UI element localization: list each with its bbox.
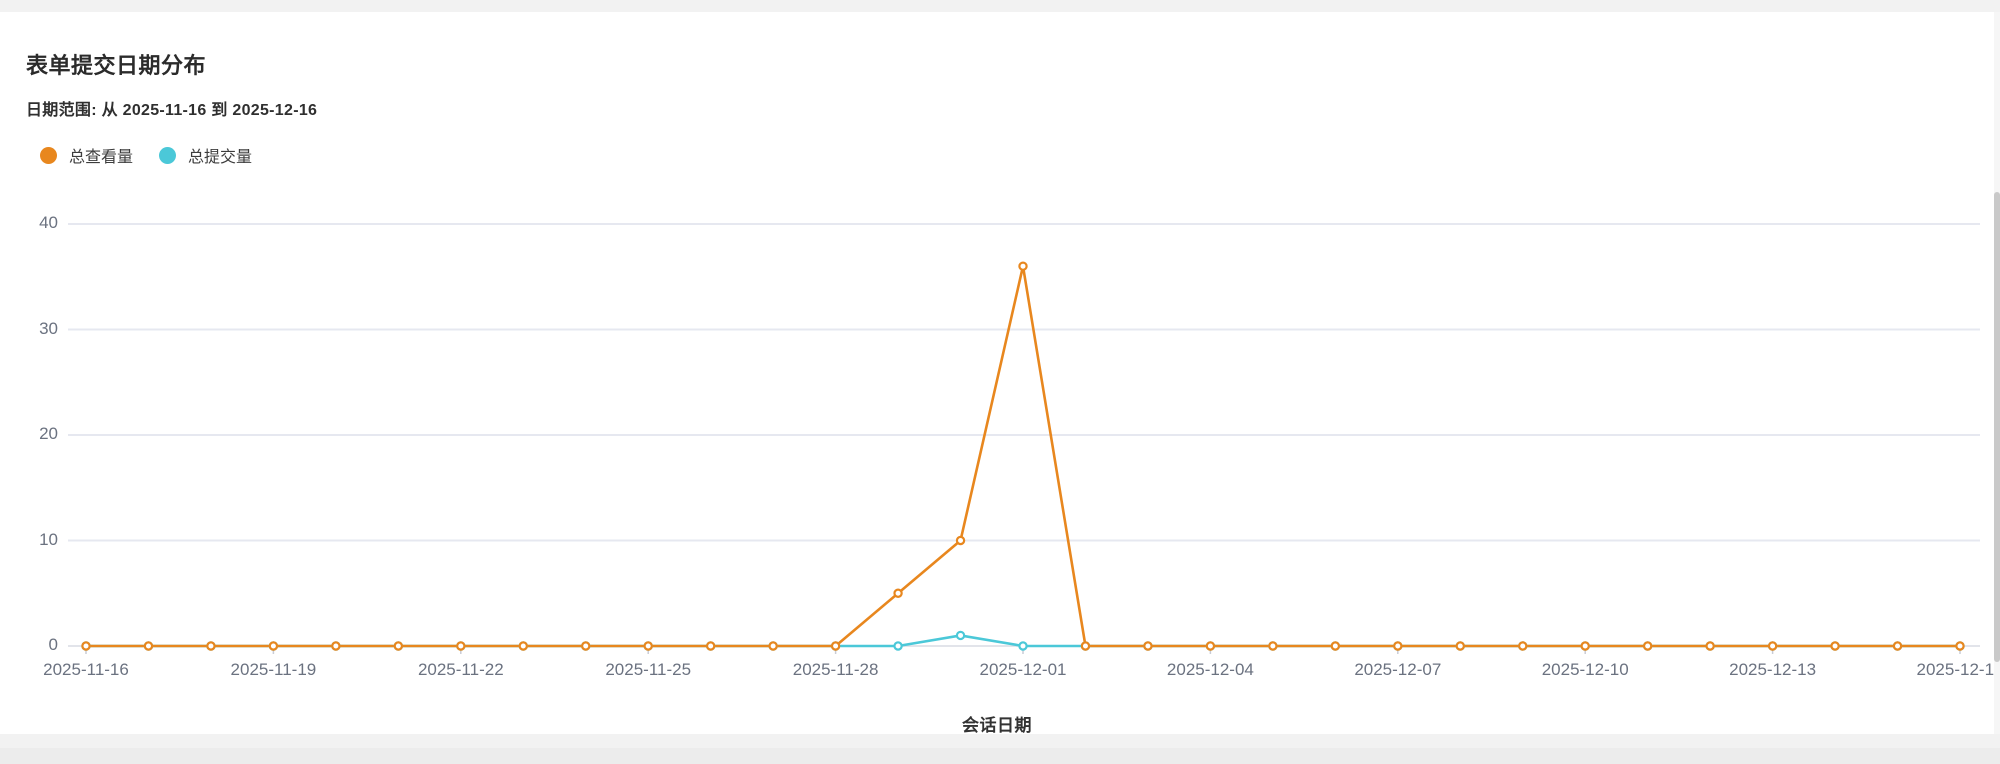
data-point-marker[interactable] <box>705 641 716 651</box>
xtick-label: 2025-11-19 <box>230 660 317 679</box>
data-point-marker[interactable] <box>1642 641 1653 651</box>
chart-card: 表单提交日期分布 日期范围: 从 2025-11-16 到 2025-12-16… <box>0 12 1994 734</box>
bottom-strip <box>0 748 2000 764</box>
data-point-marker[interactable] <box>1955 641 1965 651</box>
data-point-marker[interactable] <box>81 641 91 651</box>
legend-item-label: 总提交量 <box>188 149 253 166</box>
data-point-marker[interactable] <box>893 588 903 598</box>
xtick-label: 2025-11-25 <box>605 660 692 679</box>
data-point-marker[interactable] <box>1268 641 1278 651</box>
chart-legend: 总查看量 总提交量 <box>40 143 278 167</box>
ytick-label: 40 <box>39 213 58 232</box>
data-point-marker[interactable] <box>768 641 778 651</box>
legend-item[interactable]: 总查看量 <box>40 143 133 167</box>
data-point-marker[interactable] <box>331 641 341 651</box>
plot-area: 0 10 20 30 40 2025-11-16 2025-11-19 2025-11-22 2… <box>0 12 1994 734</box>
data-point-marker[interactable] <box>955 535 966 546</box>
legend-item-label: 总查看量 <box>69 149 134 166</box>
data-point-marker[interactable] <box>1018 641 1028 651</box>
ytick-label: 30 <box>39 318 58 338</box>
data-point-marker[interactable] <box>643 641 653 651</box>
xtick-label: 2025-12-13 <box>1729 660 1817 679</box>
data-point-marker[interactable] <box>456 641 466 651</box>
ytick-label: 20 <box>39 424 58 443</box>
xtick-label: 2025-12-10 <box>1541 660 1629 679</box>
data-point-marker[interactable] <box>393 641 404 651</box>
ytick-label: 10 <box>39 529 58 549</box>
xtick-label: 2025-11-22 <box>417 660 504 679</box>
data-point-marker[interactable] <box>1767 641 1778 651</box>
xtick-label: 2025-11-16 <box>43 660 129 679</box>
data-point-marker[interactable] <box>1580 641 1590 651</box>
xtick-label: 2025-12-04 <box>1166 660 1254 679</box>
series-line <box>84 264 1962 648</box>
data-point-marker[interactable] <box>206 641 216 651</box>
data-point-marker[interactable] <box>143 641 154 651</box>
data-point-marker[interactable] <box>1705 641 1715 651</box>
xtick-label: 2025-11-28 <box>792 660 879 679</box>
data-point-marker[interactable] <box>1518 641 1528 651</box>
data-point-marker[interactable] <box>268 641 279 651</box>
data-point-marker[interactable] <box>1830 641 1840 651</box>
data-point-marker[interactable] <box>1080 641 1091 651</box>
xaxis-title: 会话日期 <box>962 716 1032 734</box>
data-point-marker[interactable] <box>830 641 841 651</box>
xtick-label: 2025-12-01 <box>979 660 1067 679</box>
data-point-marker[interactable] <box>1018 261 1028 271</box>
data-point-marker[interactable] <box>581 641 591 651</box>
top-strip <box>0 0 2000 12</box>
legend-swatch-icon <box>40 146 57 164</box>
data-point-marker[interactable] <box>518 641 528 651</box>
page-title: 表单提交日期分布 <box>26 53 207 78</box>
data-point-marker[interactable] <box>1205 641 1216 651</box>
data-point-marker[interactable] <box>1330 641 1341 651</box>
data-point-marker[interactable] <box>1143 641 1153 651</box>
xtick-label: 2025-12-07 <box>1354 660 1442 679</box>
data-point-marker[interactable] <box>1393 641 1403 651</box>
line-chart-svg <box>68 223 1980 654</box>
vertical-scrollbar-thumb[interactable] <box>1994 192 2000 662</box>
legend-swatch-icon <box>159 146 177 164</box>
date-range-subtitle: 日期范围: 从 2025-11-16 到 2025-12-16 <box>26 102 318 119</box>
data-point-marker[interactable] <box>893 641 903 651</box>
data-point-marker[interactable] <box>1455 641 1465 651</box>
data-point-marker[interactable] <box>1892 641 1903 651</box>
legend-item[interactable]: 总提交量 <box>159 143 252 167</box>
data-point-marker[interactable] <box>955 630 966 641</box>
xtick-label: 2025-12-16 <box>1916 660 1994 679</box>
vertical-scrollbar-track[interactable] <box>1994 12 2000 734</box>
ytick-label: 0 <box>48 635 58 654</box>
